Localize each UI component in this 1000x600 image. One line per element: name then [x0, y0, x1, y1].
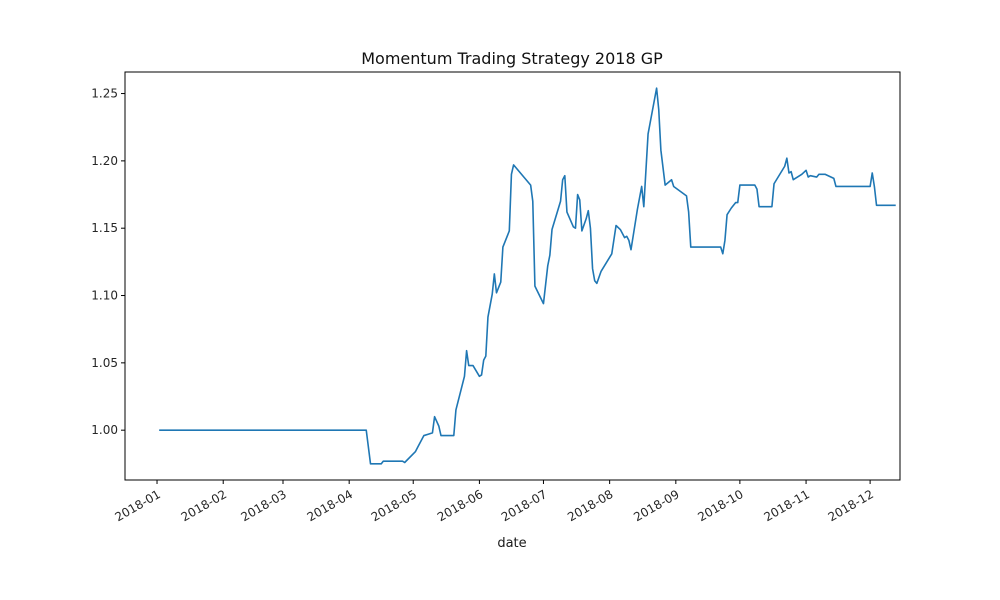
x-tick-label: 2018-10: [695, 487, 745, 524]
y-tick-label: 1.15: [91, 221, 118, 235]
x-tick-label: 2018-11: [762, 487, 812, 524]
x-tick-label: 2018-04: [305, 487, 355, 524]
x-tick-label: 2018-05: [369, 487, 419, 524]
x-axis: 2018-01 2018-02 2018-03 2018-04 2018-05 2018-…: [113, 480, 876, 524]
y-axis: 1.00 1.05 1.10 1.15 1.20 1.25: [91, 87, 125, 437]
y-tick-label: 1.25: [91, 87, 118, 101]
plot-frame: [124, 71, 901, 481]
chart-title: Momentum Trading Strategy 2018 GP: [361, 49, 663, 68]
y-tick-label: 1.10: [91, 289, 118, 303]
x-tick-label: 2018-12: [826, 487, 876, 524]
series-line-0: [159, 87, 896, 465]
y-tick-label: 1.05: [91, 356, 118, 370]
x-tick-label: 2018-06: [435, 487, 485, 524]
x-tick-label: 2018-01: [113, 487, 163, 524]
x-tick-label: 2018-07: [499, 487, 549, 524]
x-axis-label: date: [497, 536, 526, 551]
x-tick-label: 2018-09: [631, 487, 681, 524]
y-tick-label: 1.00: [91, 423, 118, 437]
plot-series: [159, 87, 896, 465]
x-tick-label: 2018-02: [179, 487, 229, 524]
y-tick-label: 1.20: [91, 154, 118, 168]
x-tick-label: 2018-03: [238, 487, 288, 524]
x-tick-label: 2018-08: [565, 487, 615, 524]
